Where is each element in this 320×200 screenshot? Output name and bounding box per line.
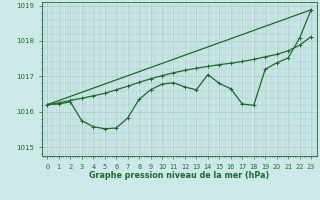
X-axis label: Graphe pression niveau de la mer (hPa): Graphe pression niveau de la mer (hPa) xyxy=(89,171,269,180)
